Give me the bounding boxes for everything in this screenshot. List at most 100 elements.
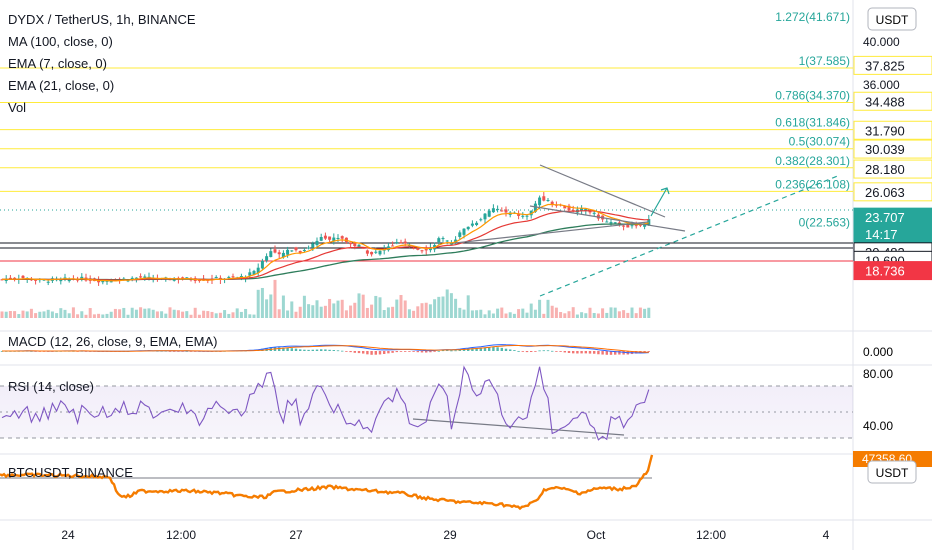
price-axis[interactable]: USDT 40.000 36.000 37.825 34.488 31.790 30.…: [853, 7, 932, 281]
macd-bar: [496, 347, 499, 351]
candle-body: [13, 277, 17, 280]
macd-bar: [542, 350, 545, 352]
volume-bar: [462, 309, 466, 318]
price-badge-fib: [853, 182, 932, 202]
candle-body: [298, 250, 302, 253]
macd-bar: [441, 350, 445, 352]
candle-body: [521, 215, 525, 217]
indicator-ema21[interactable]: EMA (21, close, 0): [8, 78, 115, 93]
volume-bar: [155, 311, 159, 318]
volume-bar: [206, 311, 210, 318]
volume-bar: [227, 313, 231, 318]
volume-bar: [454, 298, 458, 318]
candle-body: [101, 280, 105, 283]
candle-body: [592, 212, 596, 214]
volume-bar: [113, 308, 117, 318]
price-badge-label: 31.790: [865, 123, 905, 138]
volume-bar: [508, 312, 512, 318]
volume-bar: [395, 299, 399, 318]
candle-body: [504, 209, 508, 213]
price-badges: 37.825 34.488 31.790 30.039 28.180 26.063 23.7…: [853, 55, 932, 281]
macd-bar: [168, 351, 172, 352]
candle-body: [584, 209, 588, 211]
volume-bar: [554, 307, 558, 318]
candle-body: [533, 203, 537, 212]
volume-bar: [634, 313, 638, 318]
price-badge-fib: [853, 139, 932, 159]
volume-bar: [361, 294, 365, 318]
symbol-title[interactable]: DYDX / TetherUS, 1h, BINANCE: [8, 12, 196, 27]
macd-bar: [357, 351, 361, 354]
candle-body: [458, 232, 462, 237]
btc-line: [0, 454, 654, 511]
volume-bar: [239, 311, 243, 318]
macd-bar: [559, 351, 562, 352]
volume-bar: [21, 310, 25, 318]
candle-body: [374, 251, 378, 253]
volume-bar: [59, 308, 63, 318]
volume-bar: [580, 312, 584, 318]
macd-bar: [185, 350, 188, 352]
macd-bar: [471, 348, 474, 351]
volume-bar: [302, 295, 306, 318]
candle-body: [479, 219, 483, 221]
candle-body: [286, 249, 290, 255]
volume-bar: [563, 313, 567, 318]
volume-bar: [420, 303, 424, 318]
candle-body: [294, 247, 298, 251]
candle-body: [105, 280, 109, 282]
macd-bar: [647, 351, 650, 352]
volume-bar: [122, 307, 126, 318]
forecast-arrow-head: [660, 187, 670, 195]
macd-bar: [567, 351, 571, 353]
indicator-ma100[interactable]: MA (100, close, 0): [8, 34, 113, 49]
volume-bar: [210, 311, 214, 318]
currency-badge-label: USDT: [876, 13, 909, 27]
forecast-arrow: [650, 187, 668, 217]
wedge-upper-line: [539, 164, 666, 218]
candle-body: [143, 276, 147, 278]
price-tick-36: 36.000: [863, 78, 900, 92]
candle-body: [496, 208, 500, 210]
candle-body: [281, 252, 285, 258]
candle-body: [449, 243, 453, 245]
volume-bar: [349, 305, 353, 318]
candle-body: [265, 256, 269, 261]
volume-bar: [605, 312, 609, 318]
volume-bar: [416, 306, 420, 318]
volume-bar: [533, 309, 537, 318]
volume-bar: [365, 307, 369, 318]
volume-bar: [378, 297, 382, 318]
macd-bar: [593, 351, 596, 354]
volume-bar: [609, 307, 613, 318]
candle-body: [483, 213, 487, 220]
macd-bar: [278, 347, 281, 351]
macd-bar: [391, 351, 394, 353]
macd-bar: [362, 351, 365, 354]
volume-bar: [63, 309, 67, 318]
price-badge-label: 30.039: [865, 142, 905, 157]
macd-bar: [429, 351, 432, 353]
rsi-axis-40: 40.00: [863, 419, 893, 433]
wedge-lower-line: [529, 205, 686, 232]
candle-body: [361, 247, 365, 249]
price-badge-label: 23.707: [865, 210, 905, 225]
candles: [0, 192, 651, 286]
candle-body: [277, 252, 281, 255]
fib-label-0.236: 0.236(26.108): [775, 177, 850, 191]
volume-bar: [265, 299, 269, 318]
volume-bar: [412, 310, 416, 318]
indicator-volume[interactable]: Vol: [8, 100, 27, 115]
volume-bar: [193, 307, 197, 318]
macd-bar: [530, 351, 533, 353]
indicator-ema7[interactable]: EMA (7, close, 0): [8, 56, 107, 71]
volume-bar: [344, 310, 348, 318]
symbol-line: DYDX / TetherUS, 1h, BINANCE: [8, 12, 196, 27]
candle-body: [487, 210, 491, 217]
time-axis[interactable]: 24 12:00 27 29 Oct 12:00 4: [61, 528, 829, 542]
volume-bar: [491, 313, 495, 318]
volume-bar: [139, 307, 143, 318]
candle-body: [336, 237, 340, 240]
